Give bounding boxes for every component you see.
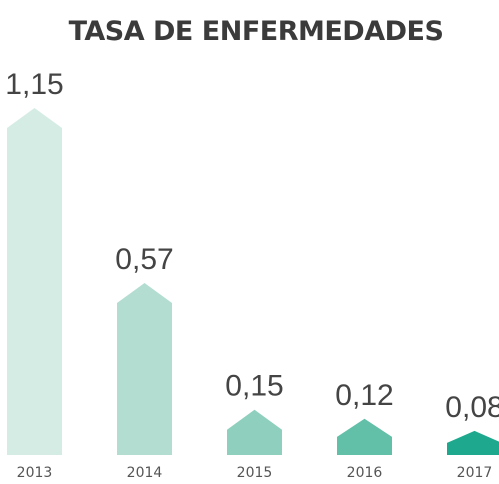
value-label: 0,12 (335, 379, 393, 412)
x-tick-label: 2017 (457, 465, 493, 481)
value-label: 0,57 (115, 243, 173, 276)
x-tick-label: 2013 (17, 465, 53, 481)
bar (7, 108, 62, 455)
bar (337, 418, 392, 455)
bar (227, 409, 282, 455)
x-tick-label: 2016 (347, 465, 383, 481)
value-label: 1,15 (5, 68, 63, 101)
bar (447, 430, 499, 455)
x-tick-label: 2014 (127, 465, 163, 481)
value-label: 0,15 (225, 370, 283, 403)
chart-title: TASA DE ENFERMEDADES (69, 16, 444, 47)
bar (117, 283, 172, 455)
value-label: 0,08 (445, 391, 499, 424)
x-tick-label: 2015 (237, 465, 273, 481)
